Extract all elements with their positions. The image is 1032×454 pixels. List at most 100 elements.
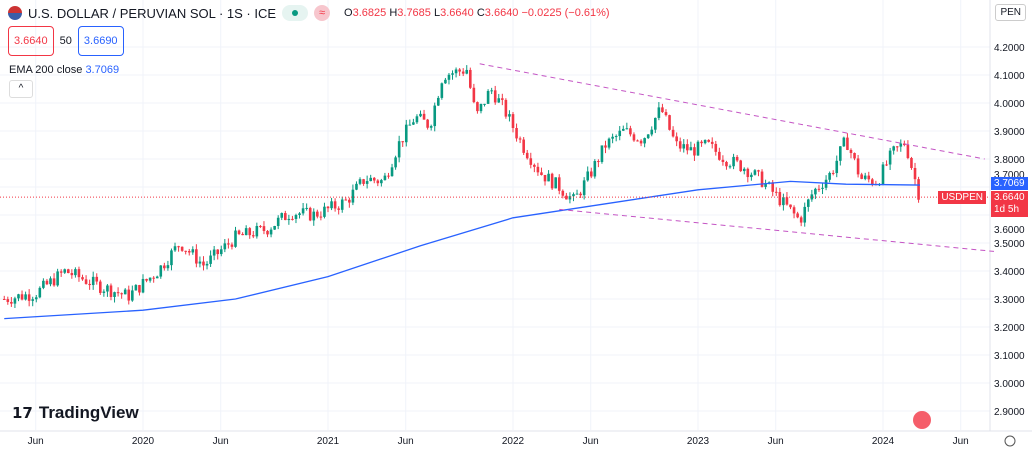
candle-body [739,160,742,172]
candle-body [38,287,42,298]
candle-body [27,294,31,301]
candle-body [440,83,444,98]
candle-body [95,276,99,282]
candle-body [330,201,333,209]
y-tick-label: 3.6000 [994,225,1025,236]
candle-body [632,134,636,141]
candle-body [276,217,280,227]
candle-body [664,112,668,116]
candle-body [59,271,63,273]
candle-body [177,246,180,248]
candle-body [625,128,629,130]
candle-body [650,129,654,135]
candle-body [248,228,252,236]
candle-body [298,213,301,215]
candle-body [860,174,863,179]
candle-body [42,280,45,288]
candle-body [842,137,846,147]
candle-body [390,167,394,177]
candle-body [771,182,775,192]
candle-body [17,294,20,299]
candle-body [355,183,358,190]
candle-body [326,206,330,209]
symbol-title[interactable]: U.S. DOLLAR / PERUVIAN SOL · 1S · ICE [28,5,277,21]
candle-body [202,261,205,266]
candle-body [287,218,291,221]
candle-body [828,172,831,180]
candle-body [362,179,365,184]
candle-body [689,147,693,151]
candle-body [803,206,807,223]
candle-body [504,99,508,117]
candle-body [728,166,732,168]
candle-body [696,141,700,156]
candle-body [469,69,472,88]
candle-body [70,273,74,276]
x-tick-label: Jun [213,436,229,447]
candle-body [732,156,735,167]
candle-body [582,180,586,196]
spread: 50 [59,35,72,47]
candle-body [84,279,88,284]
candle-body [785,197,789,205]
candle-body [600,145,604,162]
y-tick-label: 3.1000 [994,351,1025,362]
candle-body [397,141,401,158]
candle-body [529,158,533,165]
candle-body [557,177,561,191]
candle-body [102,291,106,293]
x-tick-label: Jun [28,436,44,447]
candle-body [444,79,447,84]
candle-body [493,90,497,103]
currency-select[interactable]: PEN [995,4,1026,21]
wave-icon[interactable]: ≈ [314,5,331,21]
candle-body [187,251,191,253]
candle-body [344,199,348,201]
candle-body [892,146,895,151]
candle-body [718,151,721,160]
candle-body [451,73,454,75]
candle-body [686,144,689,151]
y-tick-label: 3.4000 [994,267,1025,278]
candle-body [586,171,590,181]
candle-body [792,207,796,214]
candle-body [6,299,10,302]
candle-body [198,261,202,264]
candle-body [301,208,305,214]
candle-body [262,226,266,231]
candle-body [639,140,643,144]
trendline-upper [479,63,985,160]
candle-body [917,179,920,200]
buy-button[interactable]: 3.6690 [77,26,124,56]
candle-body [123,289,127,295]
candle-body [316,211,319,217]
candle-body [572,194,575,197]
candle-body [479,103,483,112]
candle-body [621,128,625,131]
symbol-tag: USDPEN [938,191,986,204]
candle-body [88,283,91,286]
sell-button[interactable]: 3.6640 [8,26,54,56]
candle-body [145,278,148,281]
candle-body [461,71,465,74]
candle-body [501,98,504,100]
candle-body [291,218,294,220]
candle-body [81,277,84,280]
candle-body [259,225,262,227]
candle-body [49,278,52,285]
candle-body [74,269,77,276]
candle-body [611,136,614,139]
candle-body [533,164,536,167]
candle-body [714,143,718,152]
candle-body [138,285,141,293]
candle-body [404,124,408,143]
candle-body [486,90,490,104]
collapse-chevron-icon[interactable]: ^ [9,80,33,98]
candle-body [155,276,159,279]
candle-body [849,149,853,154]
ema-legend[interactable]: EMA 200 close 3.7069 [9,64,120,76]
candle-body [721,159,725,162]
market-status-icon[interactable] [282,5,309,21]
candle-body [835,160,839,174]
